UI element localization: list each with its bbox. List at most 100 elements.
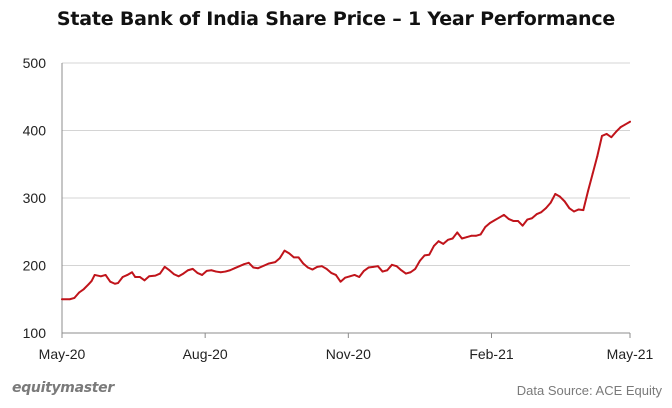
price-point-83 xyxy=(451,237,454,240)
price-point-58 xyxy=(334,274,337,276)
y-tick-label-300: 300 xyxy=(23,190,47,206)
price-point-119 xyxy=(619,126,622,129)
price-point-84 xyxy=(456,231,459,234)
price-point-106 xyxy=(559,195,561,198)
price-point-5 xyxy=(87,283,90,286)
price-point-87 xyxy=(470,234,473,237)
price-point-37 xyxy=(233,267,236,270)
price-point-85 xyxy=(461,237,463,240)
price-point-18 xyxy=(143,279,146,282)
price-point-110 xyxy=(577,208,580,211)
price-point-62 xyxy=(353,274,356,276)
price-point-49 xyxy=(292,256,295,259)
data-source-note: Data Source: ACE Equity xyxy=(516,383,662,398)
x-tick-label-Aug-20: Aug-20 xyxy=(183,346,228,362)
price-point-96 xyxy=(512,220,515,222)
price-line xyxy=(61,120,631,301)
price-point-20 xyxy=(154,274,157,277)
price-point-16 xyxy=(134,276,137,278)
price-point-75 xyxy=(414,267,417,270)
price-point-25 xyxy=(177,275,180,278)
price-point-114 xyxy=(596,155,599,158)
price-point-104 xyxy=(549,201,552,204)
price-point-29 xyxy=(196,272,199,274)
price-point-1 xyxy=(68,298,71,301)
price-point-60 xyxy=(344,276,347,279)
price-point-64 xyxy=(363,270,365,272)
x-tick-label-May-21: May-21 xyxy=(607,346,654,362)
price-point-67 xyxy=(377,265,379,268)
price-point-81 xyxy=(442,243,445,245)
price-point-94 xyxy=(503,213,505,216)
price-point-36 xyxy=(229,269,231,272)
price-point-72 xyxy=(400,269,403,272)
price-point-33 xyxy=(215,270,217,273)
price-point-80 xyxy=(437,240,440,243)
price-point-24 xyxy=(173,273,175,276)
price-point-13 xyxy=(121,276,124,278)
price-point-116 xyxy=(605,132,608,135)
equitymaster-logo: equitymaster xyxy=(12,380,114,396)
price-point-51 xyxy=(302,262,305,265)
price-point-115 xyxy=(601,135,603,137)
price-point-0 xyxy=(61,298,63,301)
price-point-34 xyxy=(219,271,222,274)
price-point-50 xyxy=(297,256,300,259)
price-point-15 xyxy=(131,271,133,274)
price-point-90 xyxy=(484,226,487,228)
price-point-98 xyxy=(521,224,524,227)
chart-title: State Bank of India Share Price – 1 Year… xyxy=(56,8,616,30)
price-point-63 xyxy=(358,276,361,278)
price-point-12 xyxy=(117,282,119,284)
price-point-14 xyxy=(126,274,129,276)
price-point-113 xyxy=(591,172,594,175)
price-point-69 xyxy=(386,269,389,272)
price-point-26 xyxy=(182,272,185,275)
price-point-32 xyxy=(210,269,213,272)
price-point-3 xyxy=(78,291,81,294)
price-point-66 xyxy=(372,265,375,268)
price-point-68 xyxy=(381,270,384,273)
price-point-73 xyxy=(405,272,407,275)
price-point-31 xyxy=(205,270,208,272)
price-point-112 xyxy=(587,190,589,193)
price-point-120 xyxy=(624,123,627,126)
price-point-38 xyxy=(238,265,241,268)
price-point-99 xyxy=(526,218,529,221)
price-point-39 xyxy=(243,263,245,266)
price-point-27 xyxy=(187,269,189,272)
price-point-47 xyxy=(283,249,286,252)
price-point-121 xyxy=(629,120,631,123)
price-point-28 xyxy=(191,267,194,270)
price-point-70 xyxy=(391,263,393,266)
price-point-4 xyxy=(82,288,85,291)
price-point-42 xyxy=(257,267,259,270)
price-point-57 xyxy=(330,272,333,274)
series-layer xyxy=(61,120,631,301)
price-point-7 xyxy=(93,274,96,276)
price-point-111 xyxy=(582,209,585,212)
x-tick-label-Feb-21: Feb-21 xyxy=(469,346,514,362)
price-point-97 xyxy=(517,220,519,222)
price-point-55 xyxy=(320,265,323,268)
price-point-71 xyxy=(395,265,398,268)
price-point-95 xyxy=(507,218,510,220)
price-point-78 xyxy=(428,253,431,256)
price-point-109 xyxy=(573,210,575,213)
price-point-100 xyxy=(531,217,533,220)
price-point-65 xyxy=(367,266,370,269)
price-point-82 xyxy=(447,238,449,241)
price-point-30 xyxy=(201,274,203,276)
price-point-107 xyxy=(563,200,566,203)
y-tick-labels: 100 200 300 400 500 xyxy=(23,55,47,341)
price-point-41 xyxy=(252,266,255,269)
price-point-56 xyxy=(325,267,328,270)
price-point-10 xyxy=(109,280,112,283)
price-point-2 xyxy=(73,297,76,299)
y-tick-label-100: 100 xyxy=(23,325,47,341)
price-point-8 xyxy=(100,275,102,278)
price-point-22 xyxy=(163,265,166,268)
price-point-103 xyxy=(545,207,547,210)
price-point-23 xyxy=(168,269,171,272)
